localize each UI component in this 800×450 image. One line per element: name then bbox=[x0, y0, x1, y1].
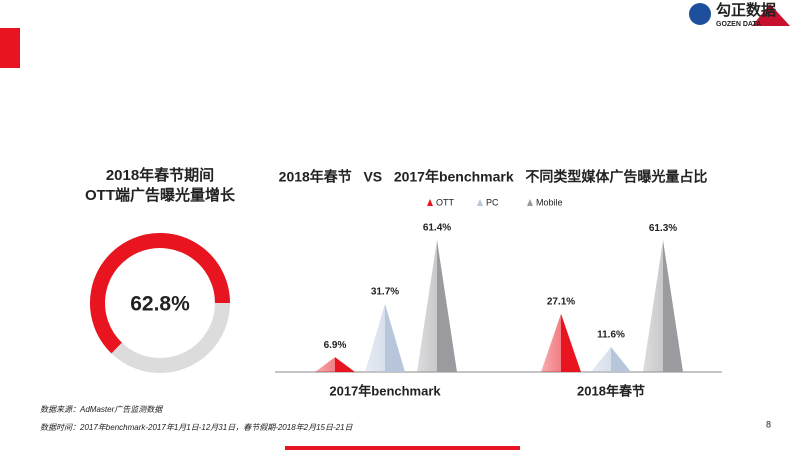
chart-title: 2018年春节 VS 2017年benchmark 不同类型媒体广告曝光量占比 bbox=[279, 169, 708, 185]
value-label: 61.3% bbox=[649, 223, 677, 234]
logo-name: 勾正数据 bbox=[716, 1, 776, 19]
donut-arc bbox=[90, 233, 230, 354]
footer-accent bbox=[285, 446, 520, 450]
note: 数据时间：2017年benchmark-2017年1月1日-12月31日，春节假… bbox=[40, 423, 354, 432]
logo-mark bbox=[752, 4, 790, 26]
legend-marker bbox=[477, 199, 483, 206]
value-label: 31.7% bbox=[371, 286, 399, 297]
header-accent bbox=[0, 28, 20, 68]
legend-marker bbox=[527, 199, 533, 206]
legend-label: OTT bbox=[436, 197, 454, 207]
donut-title: OTT端广告曝光量增长 bbox=[85, 186, 236, 204]
triangle-bar bbox=[365, 303, 405, 372]
logo-sub: GOZEN DATA bbox=[716, 21, 761, 28]
triangle-bar bbox=[315, 357, 355, 372]
legend-label: Mobile bbox=[536, 197, 563, 207]
category-label: 2017年benchmark bbox=[329, 383, 441, 398]
triangle-bar bbox=[643, 240, 683, 372]
legend-label: PC bbox=[486, 197, 499, 207]
triangle-bar bbox=[541, 313, 581, 372]
legend-marker bbox=[427, 199, 433, 206]
category-label: 2018年春节 bbox=[577, 383, 645, 398]
note: 数据来源：AdMaster广告监测数据 bbox=[40, 405, 163, 414]
value-label: 61.4% bbox=[423, 223, 451, 234]
donut-label: 62.8% bbox=[130, 293, 190, 316]
value-label: 11.6% bbox=[597, 330, 625, 341]
logo: 勾正数据 GOZEN DATA bbox=[689, 1, 790, 28]
value-label: 6.9% bbox=[324, 340, 347, 351]
page-number: 8 bbox=[766, 419, 771, 429]
donut-title: 2018年春节期间 bbox=[106, 166, 214, 184]
logo-icon bbox=[689, 3, 711, 25]
triangle-bar bbox=[417, 239, 457, 372]
triangle-bar bbox=[591, 347, 631, 372]
value-label: 27.1% bbox=[547, 296, 575, 307]
